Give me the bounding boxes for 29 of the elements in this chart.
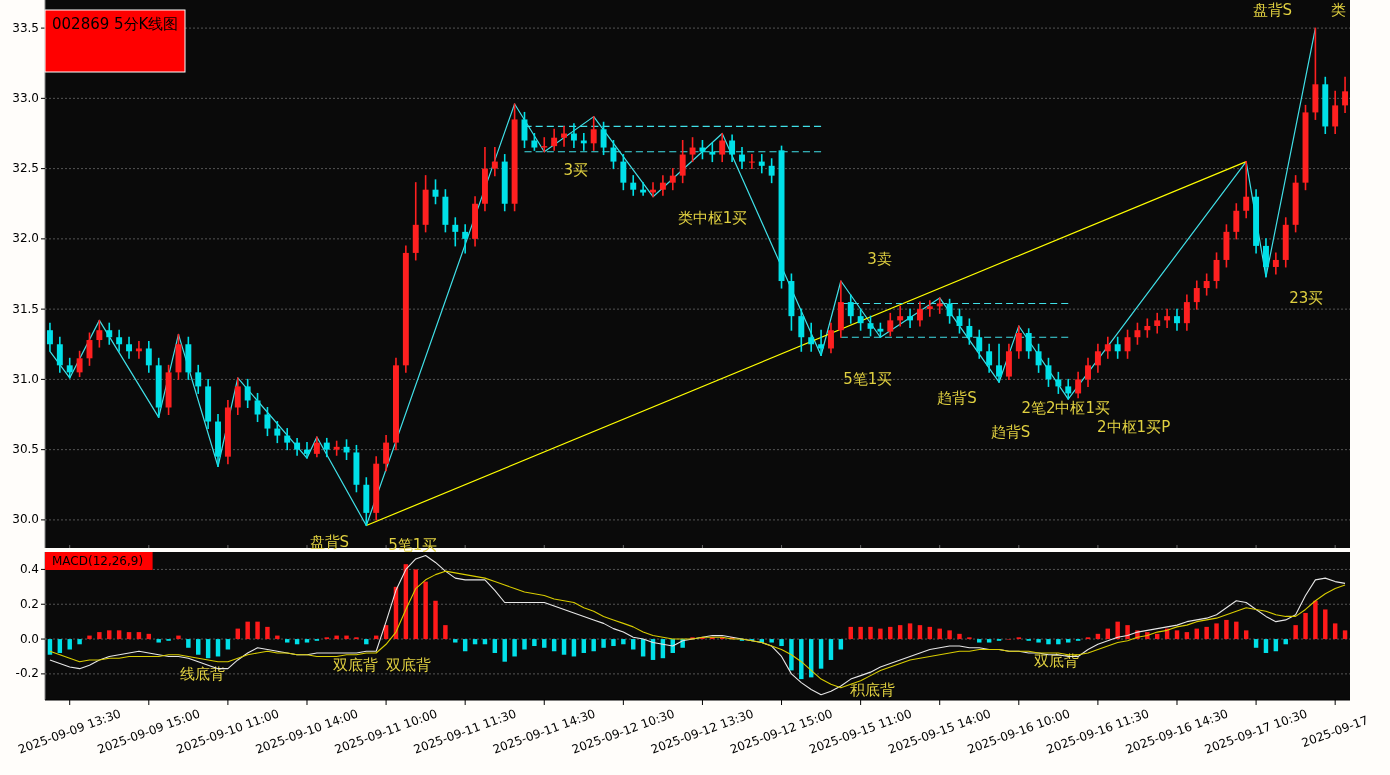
annotation: 2中枢1买P (1097, 417, 1171, 436)
text: 002869 5分K线图 (52, 14, 179, 33)
y-tick-label: 32.5 (12, 161, 39, 176)
annotation: 盘背S (1252, 0, 1293, 19)
annotation: 2笔2中枢1买 (1021, 398, 1111, 417)
annotation: 趋背S (990, 422, 1031, 441)
y-tick-label: 0.0 (19, 631, 39, 646)
annotation: 类中枢1买 (677, 208, 748, 227)
annotation: 5笔1买 (843, 369, 893, 388)
y-tick-label: 30.5 (12, 442, 39, 457)
chart-title: MACD(12,26,9) (52, 553, 144, 568)
y-tick-label: 33.0 (12, 90, 39, 105)
annotation: 23买 (1289, 288, 1324, 307)
y-tick-label: 0.4 (19, 561, 39, 576)
y-tick-label: 0.2 (19, 596, 39, 611)
y-tick-label: 32.0 (12, 231, 39, 246)
annotation: 3买 (563, 160, 589, 179)
y-tick-label: 33.5 (12, 20, 39, 35)
annotation: 双底背 (386, 655, 432, 674)
y-tick-label: 31.5 (12, 301, 39, 316)
y-tick-label: 31.0 (12, 371, 39, 386)
annotation: 盘背S (309, 532, 350, 551)
annotation: 趋背S (937, 388, 977, 407)
y-tick-label: 30.0 (12, 512, 39, 527)
annotation: 类 (1330, 0, 1346, 19)
annotation: 3卖 (867, 249, 892, 268)
y-tick-label: -0.2 (15, 666, 39, 681)
annotation: 双底背 (332, 655, 378, 674)
annotation: 积底背 (850, 680, 896, 699)
